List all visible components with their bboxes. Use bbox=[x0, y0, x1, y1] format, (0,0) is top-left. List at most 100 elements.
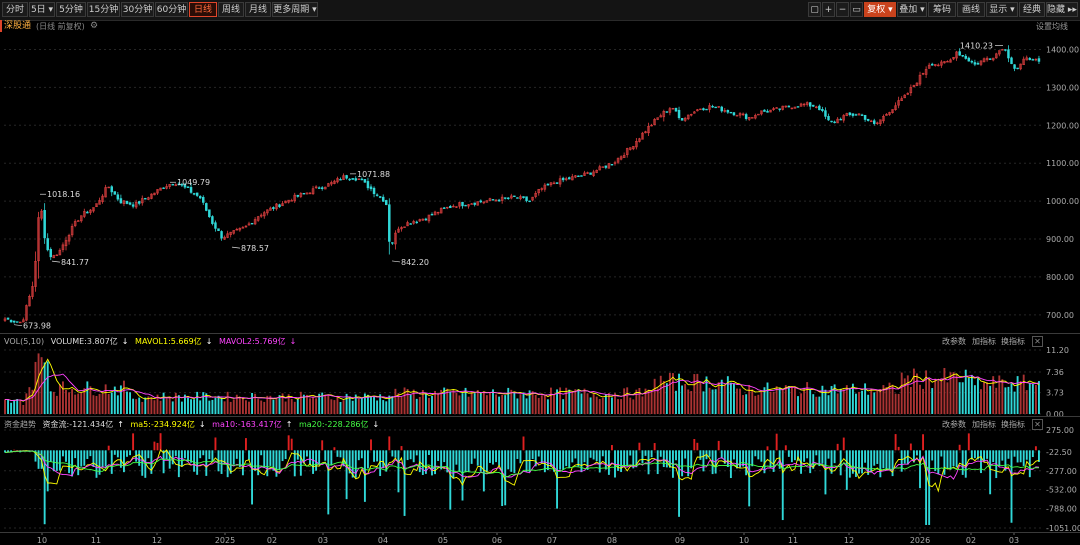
volume-bar bbox=[550, 387, 552, 414]
volume-bar bbox=[723, 384, 726, 414]
toolbar-right-5[interactable]: 经典 bbox=[1019, 2, 1045, 17]
fund-flow-bar bbox=[202, 450, 205, 456]
candle-body bbox=[311, 188, 315, 195]
volume-bar bbox=[528, 390, 531, 414]
volume-bar bbox=[187, 397, 189, 414]
layout-icon[interactable]: ▢ bbox=[808, 2, 821, 17]
ma-settings-button[interactable]: 设置均线 bbox=[1036, 22, 1068, 31]
fund-flow-bar bbox=[565, 450, 568, 467]
period-tab-8[interactable]: 月线 bbox=[245, 2, 271, 17]
fund-flow-bar bbox=[275, 450, 278, 477]
volume-bar bbox=[354, 394, 357, 414]
toolbar-right-0[interactable]: 复权 ▾ bbox=[864, 2, 896, 17]
volume-bar bbox=[467, 396, 470, 414]
fund-tick-label: -1051.00 bbox=[1046, 524, 1080, 533]
fund-edit-params-button[interactable]: 改参数 bbox=[942, 420, 966, 429]
candle-body bbox=[751, 117, 754, 119]
volume-bar bbox=[787, 386, 790, 414]
volume-bar bbox=[699, 381, 702, 414]
candle-body bbox=[211, 216, 214, 224]
fund-flow-bar bbox=[943, 450, 946, 475]
period-tab-4[interactable]: 30分钟 bbox=[121, 2, 154, 17]
volume-bar bbox=[382, 400, 385, 414]
vol-add-indicator-button[interactable]: 加指标 bbox=[972, 337, 996, 346]
fund-flow-bar bbox=[1001, 450, 1004, 461]
fund-flow-bar bbox=[641, 450, 644, 463]
candle-body bbox=[1019, 63, 1022, 70]
vol-close-icon[interactable]: ✕ bbox=[1032, 336, 1043, 347]
candle-body bbox=[711, 106, 714, 108]
zoom-in-icon[interactable]: + bbox=[822, 2, 835, 17]
gear-icon[interactable]: ⚙ bbox=[90, 21, 99, 31]
candle-body bbox=[452, 205, 455, 208]
fund-flow-bar bbox=[775, 433, 778, 451]
volume-panel-label[interactable]: VOL(5,10) bbox=[4, 337, 45, 346]
candle-body bbox=[494, 199, 498, 202]
volume-bar bbox=[428, 397, 430, 414]
security-name[interactable]: 深股通 bbox=[4, 21, 32, 31]
candle-body bbox=[195, 192, 199, 196]
candle-body bbox=[220, 231, 223, 239]
period-tab-6[interactable]: 日线 bbox=[189, 2, 217, 17]
period-tab-7[interactable]: 周线 bbox=[218, 2, 244, 17]
fund-add-indicator-button[interactable]: 加指标 bbox=[972, 420, 996, 429]
volume-bar bbox=[1022, 374, 1025, 414]
candle-body bbox=[647, 126, 650, 134]
period-tab-9[interactable]: 更多周期 ▾ bbox=[272, 2, 318, 17]
candle-body bbox=[171, 184, 174, 186]
fund-flow-bar bbox=[348, 450, 351, 474]
period-tab-5[interactable]: 60分钟 bbox=[155, 2, 188, 17]
toolbar-right-3[interactable]: 画线 bbox=[957, 2, 985, 17]
candle-body bbox=[302, 193, 306, 195]
candle-body bbox=[351, 178, 354, 180]
volume-bar bbox=[790, 386, 793, 414]
volume-bar bbox=[513, 392, 516, 414]
x-axis-label: 02 bbox=[966, 536, 976, 545]
fund-flow-bar bbox=[199, 450, 202, 459]
candle-body bbox=[952, 56, 955, 60]
candle-body bbox=[787, 105, 791, 108]
fund-close-icon[interactable]: ✕ bbox=[1032, 419, 1043, 430]
fund-flow-bar bbox=[644, 450, 647, 456]
zoom-out-icon[interactable]: − bbox=[836, 2, 849, 17]
candle-body bbox=[235, 228, 239, 231]
fund-panel-label[interactable]: 资金趋势 bbox=[4, 420, 36, 429]
toolbar-right-6[interactable]: 隐藏 ▸▸ bbox=[1046, 2, 1078, 17]
volume-bar bbox=[961, 382, 964, 414]
candle-body bbox=[467, 204, 470, 207]
toolbar-right-1[interactable]: 叠加 ▾ bbox=[897, 2, 927, 17]
volume-bar bbox=[812, 394, 815, 414]
candle-body bbox=[934, 64, 937, 66]
candle-body bbox=[848, 112, 852, 116]
volume-bar bbox=[455, 392, 458, 414]
period-tab-2[interactable]: 5分钟 bbox=[56, 2, 86, 17]
fund-flow-bar bbox=[586, 450, 589, 470]
fund-change-indicator-button[interactable]: 换指标 bbox=[1001, 420, 1025, 429]
vol-change-indicator-button[interactable]: 换指标 bbox=[1001, 337, 1025, 346]
vol-edit-params-button[interactable]: 改参数 bbox=[942, 337, 966, 346]
volume-bar bbox=[165, 398, 168, 414]
period-tab-3[interactable]: 15分钟 bbox=[87, 2, 120, 17]
candle-body bbox=[671, 107, 675, 110]
volume-bar bbox=[147, 396, 150, 414]
candle-body bbox=[281, 203, 284, 207]
period-tab-1[interactable]: 5日 ▾ bbox=[29, 2, 55, 17]
toolbar-right-4[interactable]: 显示 ▾ bbox=[986, 2, 1018, 17]
fund-flow-bar bbox=[784, 445, 787, 451]
volume-bar bbox=[31, 389, 34, 414]
candle-body bbox=[223, 236, 226, 240]
volume-bar bbox=[1031, 383, 1034, 414]
x-axis-label: 12 bbox=[844, 536, 854, 545]
volume-bar bbox=[906, 375, 909, 414]
candle-body bbox=[3, 318, 7, 321]
volume-bar bbox=[919, 384, 921, 414]
volume-bar bbox=[196, 391, 199, 414]
frame-icon[interactable]: ▭ bbox=[850, 2, 863, 17]
candle-body bbox=[250, 222, 254, 225]
fund-flow-bar bbox=[333, 447, 336, 451]
candle-body bbox=[98, 200, 101, 205]
volume-bar bbox=[888, 382, 891, 414]
period-tab-0[interactable]: 分时 bbox=[2, 2, 28, 17]
toolbar-right-2[interactable]: 筹码 bbox=[928, 2, 956, 17]
